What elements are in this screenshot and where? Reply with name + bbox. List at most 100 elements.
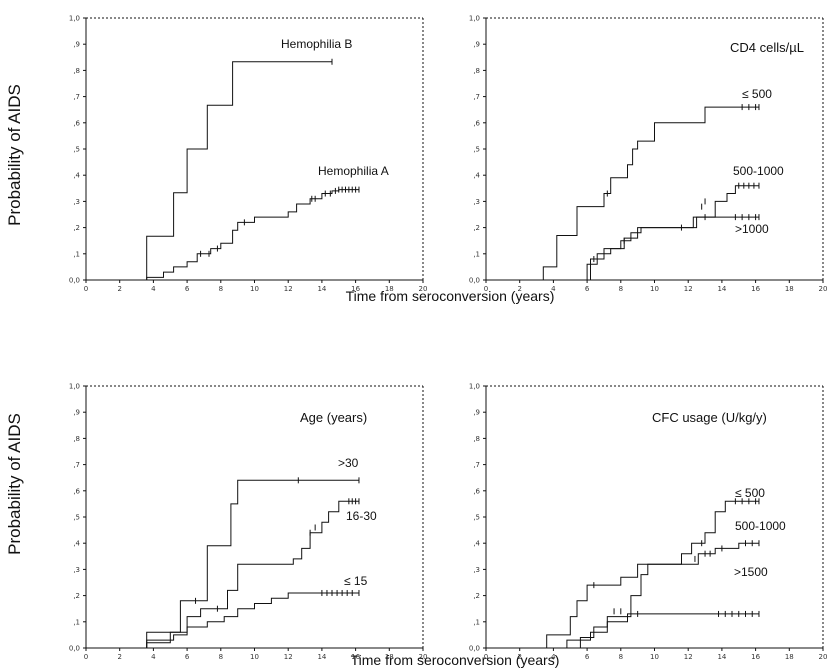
y-tick-label: ,6 bbox=[73, 487, 80, 495]
series-label-hemophilia-a: Hemophilia A bbox=[318, 164, 389, 178]
y-tick-label: ,7 bbox=[473, 461, 480, 469]
x-tick-label: 16 bbox=[751, 285, 760, 293]
y-tick-label: ,3 bbox=[473, 198, 480, 206]
y-tick-label: ,2 bbox=[73, 592, 80, 600]
series-label-cfc-500-1000: 500-1000 bbox=[735, 519, 786, 533]
km-curve-age-2 bbox=[86, 592, 359, 649]
y-tick-label: ,2 bbox=[73, 224, 80, 232]
panel-age: Age (years) >30 16-30 ≤ 15 0,0 ,1 ,2 ,3 ,4 ,5… bbox=[69, 383, 428, 662]
x-tick-label: 2 bbox=[117, 285, 121, 293]
x-tick-label: 2 bbox=[517, 653, 521, 661]
series-label-age-le15: ≤ 15 bbox=[344, 574, 368, 588]
x-tick-label: 0 bbox=[484, 653, 488, 661]
y-tick-label: ,7 bbox=[73, 461, 80, 469]
x-tick-label: 6 bbox=[185, 653, 190, 661]
x-tick-label: 8 bbox=[219, 285, 223, 293]
y-tick-label: ,8 bbox=[473, 435, 480, 443]
y-tick-label: ,8 bbox=[73, 435, 80, 443]
x-tick-label: 14 bbox=[717, 653, 726, 661]
km-curve-cd4-2 bbox=[486, 216, 759, 281]
y-tick-label: ,4 bbox=[473, 540, 480, 548]
km-curve-age-0 bbox=[86, 479, 359, 649]
y-tick-label: ,4 bbox=[473, 172, 480, 180]
y-tick-label: ,2 bbox=[473, 224, 480, 232]
x-tick-label: 10 bbox=[650, 653, 659, 661]
y-tick-label: ,5 bbox=[473, 146, 480, 154]
x-tick-label: 10 bbox=[650, 285, 659, 293]
y-tick-label: ,4 bbox=[73, 540, 80, 548]
km-curve-cfc-2 bbox=[486, 613, 759, 649]
x-tick-label: 20 bbox=[819, 285, 828, 293]
y-tick-label: 1,0 bbox=[69, 383, 80, 391]
x-axis-label-bottom: Time from seroconversion (years) bbox=[351, 652, 560, 668]
y-tick-label: ,1 bbox=[73, 618, 80, 626]
y-tick-label: ,5 bbox=[473, 514, 480, 522]
x-tick-label: 0 bbox=[84, 285, 88, 293]
y-tick-label: ,4 bbox=[73, 172, 80, 180]
x-tick-label: 18 bbox=[785, 285, 794, 293]
x-tick-label: 12 bbox=[284, 285, 293, 293]
panel-hemophilia: Hemophilia B Hemophilia A 0,0 ,1 ,2 ,3 ,4 ,5,… bbox=[69, 15, 428, 294]
km-curve-cd4-0 bbox=[486, 106, 759, 281]
km-curve-cd4-1 bbox=[486, 185, 759, 281]
y-tick-label: ,9 bbox=[73, 409, 80, 417]
y-tick-label: ,9 bbox=[473, 409, 480, 417]
x-tick-label: 20 bbox=[819, 653, 828, 661]
y-tick-label: 0,0 bbox=[69, 277, 80, 285]
x-tick-label: 4 bbox=[151, 653, 156, 661]
panel-title-age: Age (years) bbox=[300, 410, 367, 425]
y-tick-label: ,3 bbox=[73, 566, 80, 574]
y-tick-label: ,1 bbox=[473, 618, 480, 626]
x-tick-label: 8 bbox=[619, 653, 623, 661]
x-tick-label: 20 bbox=[419, 653, 428, 661]
x-tick-label: 4 bbox=[551, 285, 556, 293]
km-curve-cfc-1 bbox=[486, 542, 759, 649]
x-tick-label: 2 bbox=[517, 285, 521, 293]
y-tick-label: ,2 bbox=[473, 592, 480, 600]
x-tick-label: 18 bbox=[385, 285, 394, 293]
series-label-cfc-gt1500: >1500 bbox=[734, 565, 768, 579]
series-label-age-16-30: 16-30 bbox=[346, 509, 377, 523]
km-curve-hemophilia-0 bbox=[86, 61, 332, 281]
y-tick-label: 0,0 bbox=[469, 645, 480, 653]
x-tick-label: 4 bbox=[151, 285, 156, 293]
y-tick-label: ,9 bbox=[473, 41, 480, 49]
x-tick-label: 14 bbox=[317, 653, 326, 661]
x-tick-label: 8 bbox=[619, 285, 623, 293]
series-label-hemophilia-b: Hemophilia B bbox=[281, 37, 352, 51]
y-axis-label-top: Probability of AIDS bbox=[5, 84, 24, 226]
x-tick-label: 14 bbox=[717, 285, 726, 293]
x-tick-label: 12 bbox=[684, 653, 693, 661]
x-tick-label: 16 bbox=[351, 285, 360, 293]
km-curve-cfc-0 bbox=[486, 500, 759, 649]
y-tick-label: ,6 bbox=[473, 487, 480, 495]
panel-cfc: CFC usage (U/kg/y) ≤ 500 500-1000 >1500 … bbox=[469, 383, 828, 662]
x-tick-label: 18 bbox=[385, 653, 394, 661]
x-tick-label: 12 bbox=[284, 653, 293, 661]
x-tick-label: 8 bbox=[219, 653, 223, 661]
x-tick-label: 6 bbox=[585, 285, 590, 293]
y-tick-label: ,9 bbox=[73, 41, 80, 49]
x-axis-label-top: Time from seroconversion (years) bbox=[346, 288, 555, 304]
x-tick-label: 14 bbox=[317, 285, 326, 293]
y-tick-label: 1,0 bbox=[469, 15, 480, 23]
y-tick-label: 0,0 bbox=[69, 645, 80, 653]
y-tick-label: ,1 bbox=[73, 250, 80, 258]
x-tick-label: 18 bbox=[785, 653, 794, 661]
series-label-cd4-le500: ≤ 500 bbox=[742, 87, 772, 101]
y-tick-label: ,6 bbox=[473, 119, 480, 127]
panel-title-cfc: CFC usage (U/kg/y) bbox=[652, 410, 767, 425]
x-tick-label: 0 bbox=[84, 653, 88, 661]
y-tick-label: ,5 bbox=[73, 146, 80, 154]
y-tick-label: ,3 bbox=[73, 198, 80, 206]
x-tick-label: 10 bbox=[250, 285, 259, 293]
y-tick-label: ,7 bbox=[73, 93, 80, 101]
y-tick-label: ,8 bbox=[73, 67, 80, 75]
series-label-cd4-gt1000: >1000 bbox=[735, 222, 769, 236]
x-tick-label: 20 bbox=[419, 285, 428, 293]
x-tick-label: 6 bbox=[585, 653, 590, 661]
y-tick-label: 1,0 bbox=[69, 15, 80, 23]
x-tick-label: 0 bbox=[484, 285, 488, 293]
y-tick-label: ,8 bbox=[473, 67, 480, 75]
